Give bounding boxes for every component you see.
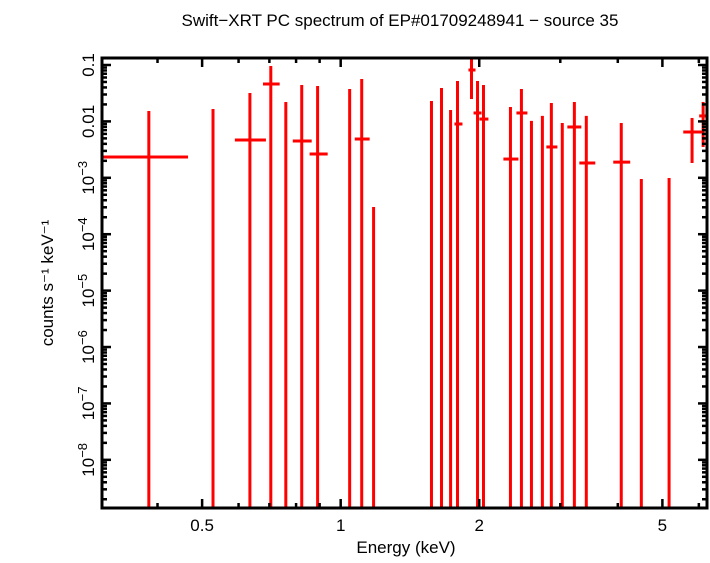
data-point [579, 115, 596, 508]
data-point [479, 85, 489, 508]
chart-title: Swift−XRT PC spectrum of EP#01709248941 … [182, 11, 619, 30]
data-point [309, 86, 328, 508]
y-tick-exponent: −8 [75, 443, 90, 458]
data-point [546, 102, 558, 508]
data-point [454, 81, 463, 508]
data-point [354, 78, 370, 508]
y-tick-exponent: −4 [75, 217, 90, 232]
y-tick-label: 10−5 [75, 274, 98, 308]
y-tick-label: 10−7 [75, 387, 98, 421]
data-point [234, 92, 266, 508]
y-tick-base: 10 [79, 232, 98, 251]
y-tick-base: 10 [79, 345, 98, 364]
y-tick-label: 10−6 [75, 330, 98, 364]
data-point [468, 58, 476, 100]
y-tick-label: 0.01 [79, 105, 98, 138]
y-tick-label: 10−3 [75, 161, 98, 195]
x-tick-label: 2 [474, 516, 483, 535]
y-tick-exponent: −6 [75, 330, 90, 345]
y-tick-exponent: −7 [75, 387, 90, 402]
data-point [613, 122, 631, 508]
y-tick-base: 10 [79, 176, 98, 195]
y-tick-base: 0.1 [79, 53, 98, 77]
data-point [567, 101, 582, 508]
y-tick-exponent: −5 [75, 274, 90, 289]
y-tick-label: 0.1 [79, 53, 98, 77]
data-point [473, 81, 482, 508]
y-tick-base: 0.01 [79, 105, 98, 138]
y-tick-label: 10−8 [75, 443, 98, 477]
y-tick-base: 10 [79, 401, 98, 420]
x-tick-label: 1 [336, 516, 345, 535]
plot-frame [100, 56, 709, 510]
x-axis-label: Energy (keV) [356, 538, 455, 557]
x-tick-label: 0.5 [190, 516, 214, 535]
x-tick-label: 5 [658, 516, 667, 535]
y-axis-label: counts s⁻¹ keV⁻¹ [38, 219, 57, 346]
y-tick-base: 10 [79, 458, 98, 477]
data-point [503, 106, 519, 508]
data-point [103, 110, 189, 508]
y-tick-base: 10 [79, 289, 98, 308]
data-point [262, 65, 280, 508]
data-point [683, 117, 703, 163]
y-tick-label: 10−4 [75, 217, 98, 251]
data-point [292, 85, 312, 508]
y-tick-exponent: −3 [75, 161, 90, 176]
data-point [516, 89, 528, 508]
